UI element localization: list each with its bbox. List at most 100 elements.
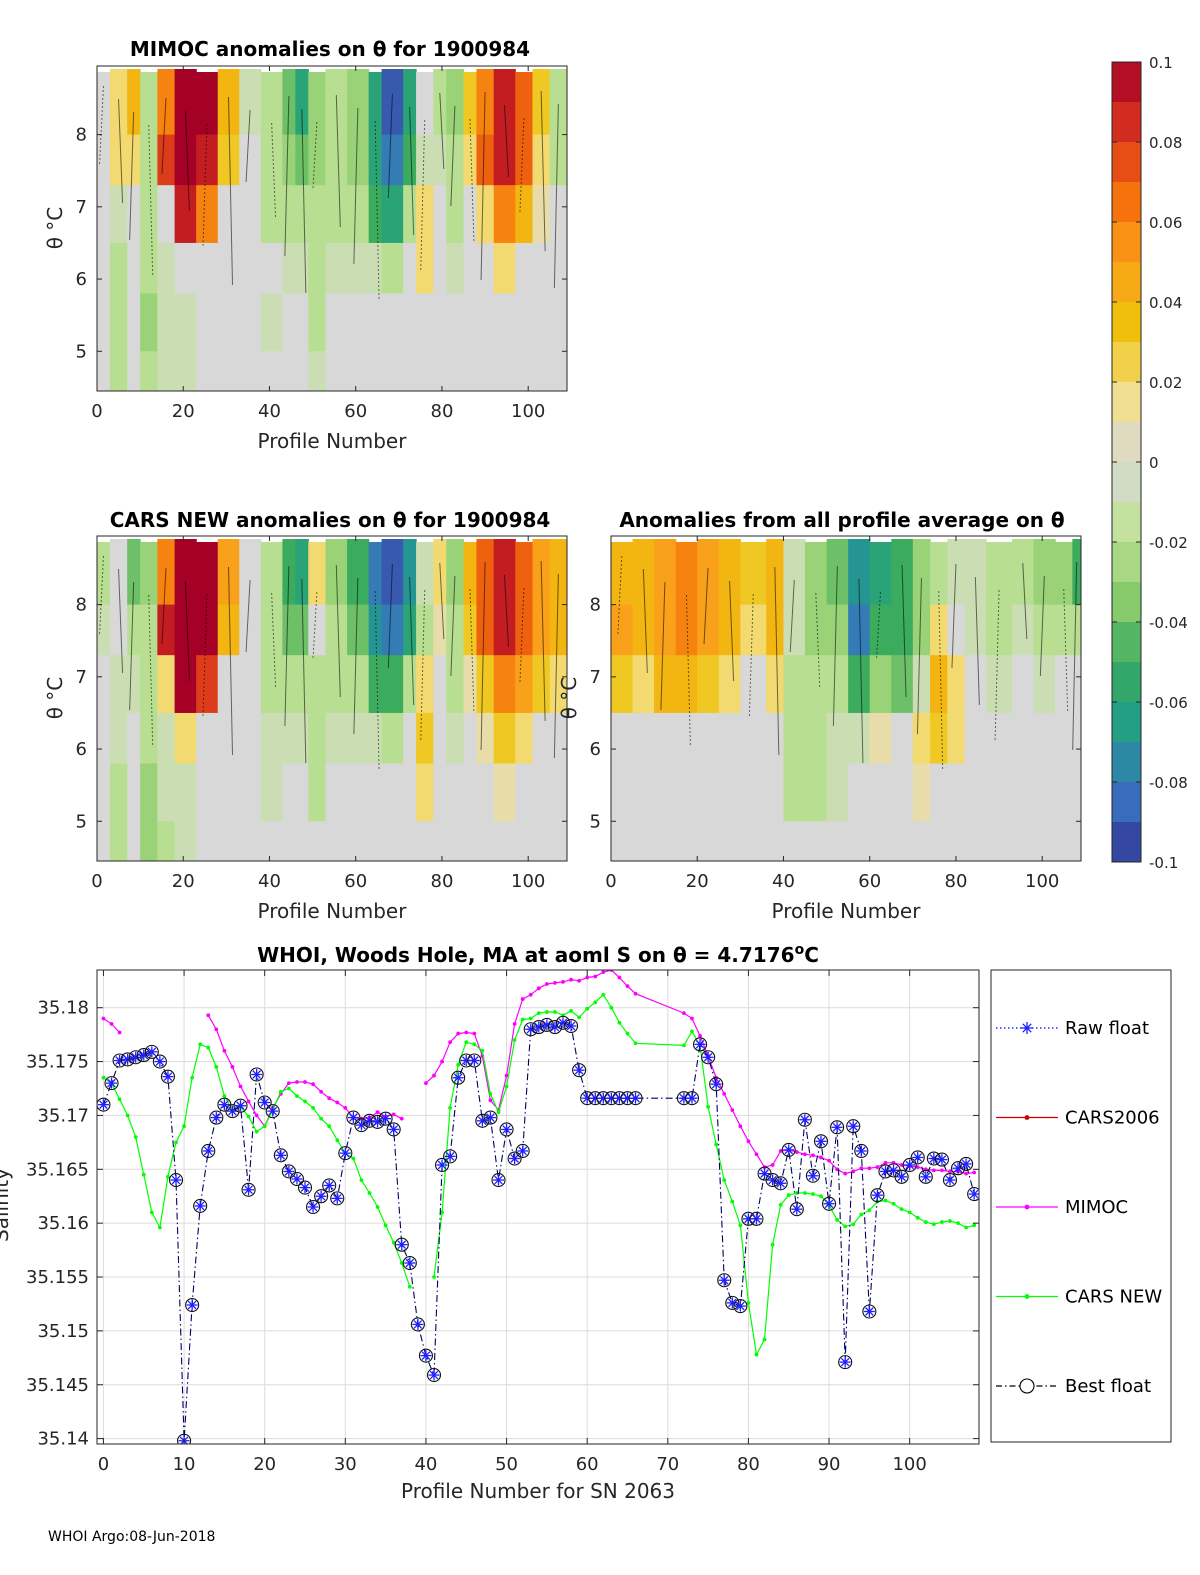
x-tick-label: 10 [173,1454,196,1475]
heatmap-cell [196,712,219,765]
raw-float-point [855,1145,867,1157]
heatmap-cell [463,293,478,352]
cars-new-point [149,1210,154,1215]
contour-line [409,576,415,706]
cars-new-point [907,1210,912,1215]
y-tick-label: 7 [76,197,87,218]
heatmap-cell [325,712,348,765]
heatmap-cell [239,821,262,861]
raw-float-star-stroke [518,1146,527,1156]
x-tick-label: 80 [431,401,454,422]
heatmap-cell [403,763,417,822]
salinity-xlabel: Profile Number for SN 2063 [401,1479,675,1503]
allavg-ylabel: θ °C [557,677,581,720]
raw-float-star-stroke [784,1145,794,1155]
y-tick-label: 35.165 [26,1159,89,1180]
contour-line [284,95,290,257]
heatmap-cell [109,604,128,656]
heatmap-cell [433,293,447,352]
best-float-point [862,1304,877,1319]
colorbar-swatch [1112,742,1141,783]
heatmap-cell [196,351,219,391]
contour-line [312,121,318,191]
x-tick-label: 20 [686,871,709,892]
heatmap-cell [463,763,478,822]
mimoc-point [109,1021,114,1026]
heatmap-cell [549,539,567,606]
mimoc-point [536,986,541,991]
heatmap-cell [403,655,417,714]
raw-float-star-stroke [889,1166,898,1175]
cars-new-point [440,1210,444,1215]
heatmap-cell [493,712,516,765]
x-tick-label: 60 [858,871,881,892]
legend-label: MIMOC [1065,1197,1128,1218]
heatmap-cell [964,539,987,606]
colorbar-swatch [1112,542,1141,583]
best-float-point [515,1143,530,1159]
heatmap-cell [740,655,767,714]
best-float-point [225,1104,240,1119]
mimoc-point [682,1011,686,1015]
heatmap-cell [347,185,370,244]
best-float-point [725,1295,740,1310]
heatmap-cell [549,351,567,391]
heatmap-cell [295,604,309,656]
heatmap-cell [826,712,849,765]
contour-line [519,587,525,685]
legend-items: Raw float CARS2006 MIMOC CARS NEW Best float [996,1018,1162,1397]
heatmap-cell [403,69,417,136]
y-tick-label: 6 [590,739,601,760]
heatmap-cell [347,655,370,714]
heatmap-cell [433,655,447,714]
heatmap-cell [964,712,987,765]
heatmap-cell [174,351,197,391]
contour-line [480,561,486,751]
raw-float-star-stroke [107,1078,116,1088]
x-tick-label: 70 [656,1454,679,1475]
mimoc-point [802,1152,807,1157]
raw-float-point [839,1356,851,1368]
x-tick-label: 40 [258,401,281,422]
cars-new-point [133,1135,138,1139]
raw-float-star-stroke [913,1153,923,1162]
raw-float-star-stroke [486,1113,495,1122]
raw-float-point [210,1112,222,1124]
heatmap-cell [416,604,434,656]
heatmap-cell [416,72,434,136]
raw-float-point [968,1188,979,1200]
heatmap-cell [97,604,111,656]
heatmap-cell [174,655,197,714]
best-float-point [209,1110,224,1125]
raw-float-point [573,1064,585,1076]
mimoc-point [883,1160,888,1165]
mimoc-point [440,1059,444,1064]
mimoc-point [867,1166,872,1171]
best-float-point [233,1098,248,1113]
heatmap-cell [549,821,567,861]
best-float-point [846,1119,861,1134]
heatmap-cell [347,293,370,352]
mimoc-point [295,1080,299,1084]
raw-float-point [517,1145,529,1157]
mimoc-point [424,1081,428,1086]
cars-new-point [303,1099,307,1104]
heatmap-cell [127,821,141,861]
heatmap-cell [515,655,534,714]
raw-float-point [702,1051,714,1063]
colorbar-swatch [1112,102,1141,143]
heatmap-cell [446,69,465,136]
heatmap-cell [403,351,417,391]
heatmap-cell [532,293,551,352]
heatmap-cell [325,242,348,295]
heatmap-cell [260,242,284,295]
raw-float-point [767,1174,779,1186]
colorbar-tick-label: -0.02 [1149,534,1188,552]
heatmap-cell [947,539,966,606]
mimoc-point [544,982,549,986]
heatmap-cell [433,821,447,861]
heatmap-cell [433,351,447,391]
panel-cars: CARS NEW anomalies on θ for 1900984 0 20 4… [43,508,568,923]
heatmap-cell [964,655,987,714]
raw-float-point [291,1173,303,1185]
